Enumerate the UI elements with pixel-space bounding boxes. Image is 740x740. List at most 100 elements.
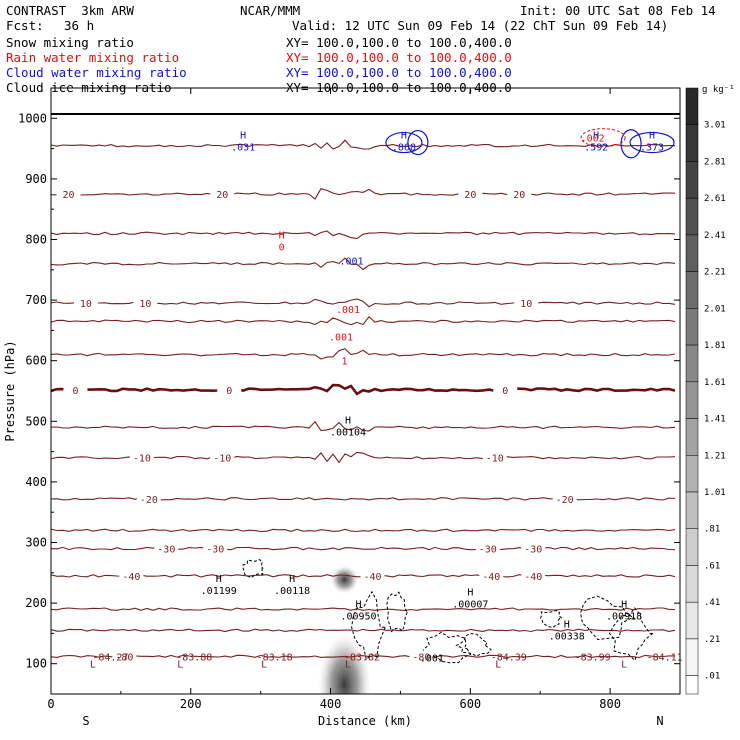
rain-contour	[580, 128, 626, 148]
high-value: .373	[640, 143, 664, 154]
isotherm-label: -10	[486, 454, 504, 465]
colorbar-label: 2.21	[704, 268, 726, 278]
cloud-ice-contour	[386, 591, 408, 633]
x-tick-label: 200	[180, 697, 202, 711]
isotherm	[51, 420, 676, 432]
isotherm-label: -30	[479, 545, 497, 556]
colorbar-segment	[685, 565, 699, 603]
isotherm-label-bg	[217, 383, 242, 396]
isotherm-label-bg	[521, 569, 546, 582]
cloud-water-contour	[407, 129, 429, 156]
x-tick-label: 400	[320, 697, 342, 711]
colorbar-segment	[685, 638, 699, 676]
low-marker: L	[177, 660, 183, 671]
isotherm-label: 10	[520, 299, 532, 310]
field-rain-name: Rain water mixing ratio	[6, 50, 180, 65]
low-marker: L	[495, 660, 501, 671]
y-tick-label: 700	[25, 293, 47, 307]
low-value: -83.88	[176, 652, 212, 663]
high-marker: H	[216, 574, 222, 585]
colorbar-label: 3.01	[704, 121, 726, 131]
high-marker: H	[240, 131, 246, 142]
contour-value-label: .001	[329, 332, 353, 343]
isotherm-label: -10	[133, 454, 151, 465]
isotherm-label-bg	[482, 451, 507, 464]
colorbar-segment	[685, 308, 699, 346]
contour-value-label: .002	[581, 134, 605, 145]
isotherm	[51, 528, 676, 533]
x-end-north: N	[656, 714, 663, 728]
isotherm	[51, 383, 676, 396]
isotherm	[51, 654, 675, 659]
colorbar-label: 1.81	[704, 341, 726, 351]
low-value: -83.99	[575, 652, 611, 663]
isotherm-label: -40	[524, 572, 542, 583]
high-marker: H	[279, 231, 285, 242]
isotherm-label: -10	[213, 454, 231, 465]
valid-time: Valid: 12 UTC Sun 09 Feb 14 (22 ChT Sun …	[292, 18, 669, 33]
colorbar-label: 2.41	[704, 231, 726, 241]
cloud-ice-contour	[580, 595, 637, 641]
y-tick-label: 800	[25, 233, 47, 247]
field-snow-name: Snow mixing ratio	[6, 35, 134, 50]
plume-head	[318, 634, 371, 694]
field-cloudwater-xy: XY= 100.0,100.0 to 100.0,400.0	[286, 65, 512, 80]
isotherm-label-bg	[56, 188, 81, 201]
plume-stem	[330, 565, 359, 594]
isotherm-label: -40	[122, 572, 140, 583]
isotherm-label-bg	[112, 650, 137, 663]
cloud-water-contour	[385, 131, 423, 154]
low-marker: L	[261, 660, 267, 671]
high-value: .031	[231, 143, 255, 154]
y-tick-label: 900	[25, 172, 47, 186]
isotherm-label-bg	[493, 383, 518, 396]
isotherm-label: -20	[556, 495, 574, 506]
isotherm	[51, 257, 676, 271]
isotherm-label: -40	[363, 572, 381, 583]
colorbar-segment	[685, 344, 699, 383]
isotherm-label: 0	[502, 386, 508, 397]
low-value: -84.39	[491, 652, 527, 663]
fcst-value: 36 h	[64, 18, 95, 33]
colorbar-label: .21	[704, 635, 720, 645]
colorbar-label: .81	[704, 525, 720, 535]
high-value: 0	[279, 243, 285, 254]
colorbar-label: .61	[704, 561, 720, 571]
isotherm-label-bg	[458, 188, 483, 201]
high-marker: H	[467, 587, 473, 598]
x-axis-title: Distance (km)	[318, 714, 412, 728]
isotherm	[51, 230, 676, 240]
colorbar-label: .41	[704, 598, 720, 608]
low-value: -84.11	[647, 652, 683, 663]
colorbar-label: 2.01	[704, 304, 726, 314]
high-value: .00950	[340, 612, 376, 623]
y-tick-label: 1000	[18, 111, 47, 125]
isotherm-label-bg	[154, 542, 179, 555]
center-title: NCAR/MMM	[240, 3, 301, 18]
x-tick-label: 0	[47, 697, 54, 711]
isotherm	[51, 546, 676, 551]
cloud-ice-contours	[242, 559, 655, 664]
high-marker: H	[564, 620, 570, 631]
isotherm-label: -30	[157, 545, 175, 556]
isotherm-label: -30	[524, 545, 542, 556]
isotherm-label-bg	[507, 188, 532, 201]
isotherm	[51, 628, 676, 633]
high-marker: H	[289, 574, 295, 585]
high-marker: H	[621, 600, 627, 611]
isotherm-label-bg	[479, 569, 504, 582]
contour-value-label: 1	[342, 357, 348, 368]
colorbar-label: .01	[704, 672, 720, 682]
x-tick-label: 800	[599, 697, 621, 711]
y-tick-label: 400	[25, 475, 47, 489]
colorbar-segment	[685, 528, 699, 566]
colorbar-segment	[685, 491, 699, 529]
isotherm-label-bg	[136, 492, 161, 505]
isotherm-label-bg	[73, 297, 98, 310]
y-tick-label: 100	[25, 657, 47, 671]
isotherm-label: -80	[115, 652, 133, 663]
isotherm-label-bg	[133, 297, 158, 310]
cloud-water-contour	[620, 129, 642, 159]
